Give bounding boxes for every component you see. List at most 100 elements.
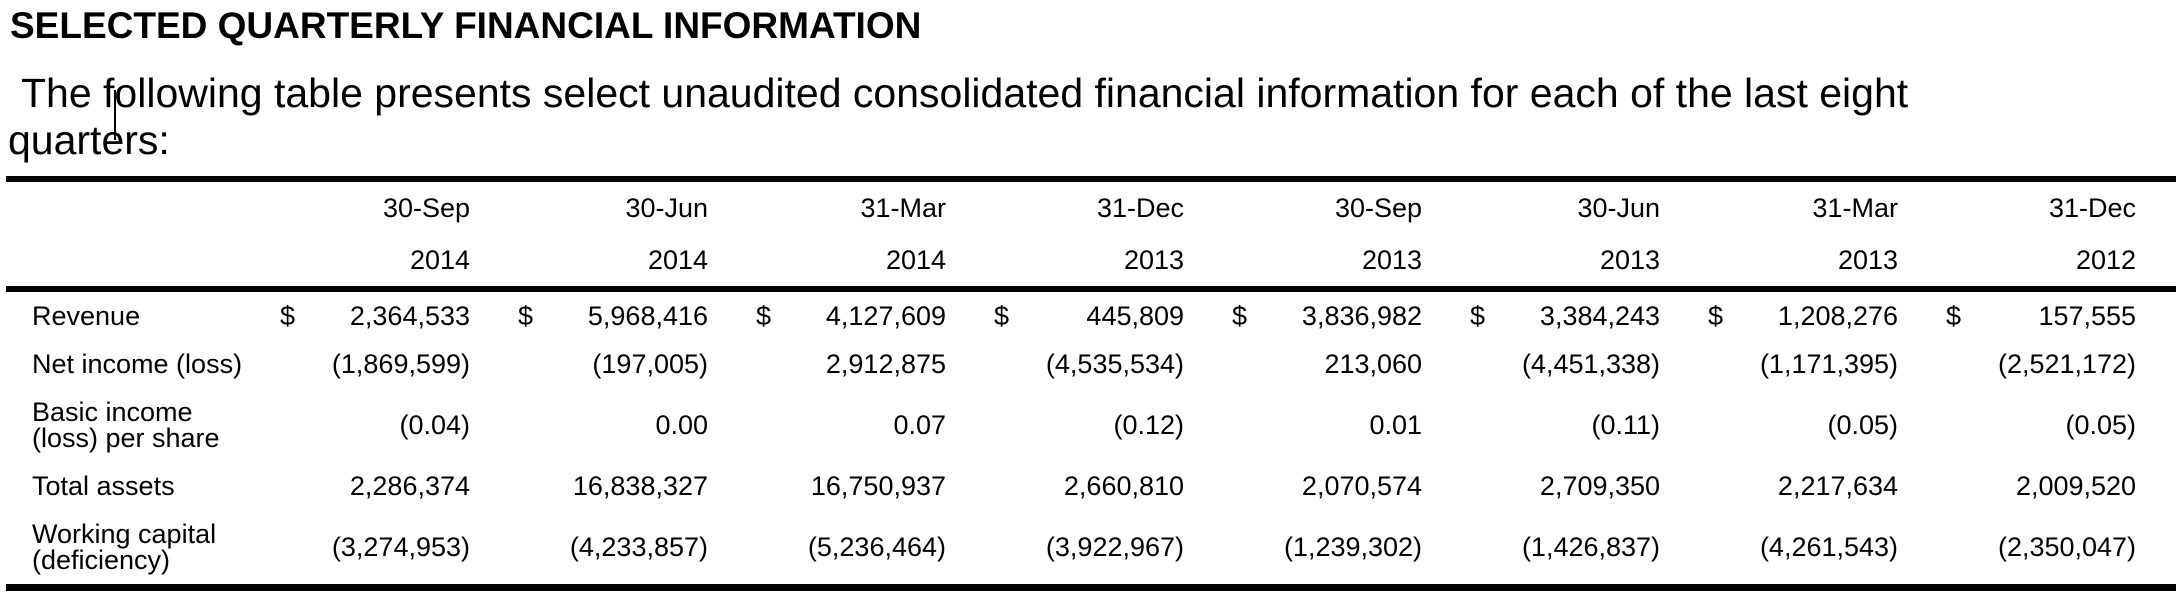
currency-cell [1224, 388, 1266, 462]
column-header-q1: 30-Sep 2014 [272, 179, 511, 292]
currency-cell: $ [1232, 301, 1248, 331]
column-header-q6: 30-Jun 2013 [1462, 179, 1701, 292]
column-header-q5: 30-Sep 2013 [1224, 179, 1463, 292]
value-cell: 1,208,276 [1777, 301, 1899, 331]
currency-cell [510, 462, 552, 510]
value-cell: (197,005) [592, 349, 709, 379]
column-date: 31-Dec [2049, 193, 2137, 223]
currency-cell [510, 510, 552, 588]
value-cell: 16,750,937 [810, 471, 947, 501]
document-page[interactable]: SELECTED QUARTERLY FINANCIAL INFORMATION… [0, 6, 2183, 613]
intro-text: The following table presents select unau… [8, 70, 1909, 163]
value-cell: (4,535,534) [1045, 349, 1185, 379]
value-cell: (3,922,967) [1045, 532, 1185, 562]
value-cell: (1,239,302) [1283, 532, 1423, 562]
column-header-q4: 31-Dec 2013 [986, 179, 1225, 292]
column-date: 30-Sep [382, 193, 471, 223]
header-row: 30-Sep 2014 30-Jun 2014 31-Mar 2014 31-D… [6, 179, 2177, 292]
column-year: 2013 [1599, 245, 1661, 275]
value-cell: (5,236,464) [807, 532, 947, 562]
column-header-q3: 31-Mar 2014 [748, 179, 987, 292]
row-label: Working capital (deficiency) [32, 519, 217, 575]
value-cell: (2,521,172) [1997, 349, 2137, 379]
value-cell: 2,009,520 [2015, 471, 2137, 501]
value-cell: (1,426,837) [1521, 532, 1661, 562]
header-spacer [6, 179, 272, 292]
currency-cell: $ [1946, 301, 1962, 331]
currency-cell [272, 510, 314, 588]
value-cell: 2,217,634 [1777, 471, 1899, 501]
table-row-revenue: Revenue $ 2,364,533 $ 5,968,416 $ 4,127,… [6, 289, 2176, 340]
currency-cell [1938, 388, 1980, 462]
currency-cell [1462, 510, 1504, 588]
value-cell: (4,451,338) [1521, 349, 1661, 379]
column-year: 2012 [2075, 245, 2137, 275]
currency-cell [748, 510, 790, 588]
page-title: SELECTED QUARTERLY FINANCIAL INFORMATION [10, 5, 922, 46]
currency-cell [1700, 340, 1742, 388]
value-cell: (4,261,543) [1759, 532, 1899, 562]
currency-cell [1938, 510, 1980, 588]
currency-cell [1462, 340, 1504, 388]
currency-cell: $ [1470, 301, 1486, 331]
value-cell: 157,555 [2038, 301, 2137, 331]
column-date: 30-Sep [1334, 193, 1423, 223]
value-cell: (0.11) [1591, 410, 1661, 440]
table-row-net-income: Net income (loss) (1,869,599) (197,005) … [6, 340, 2176, 388]
currency-cell [1224, 462, 1266, 510]
column-date: 31-Dec [1096, 193, 1185, 223]
currency-cell [986, 462, 1028, 510]
value-cell: 2,660,810 [1063, 471, 1185, 501]
quarterly-financials-table: 30-Sep 2014 30-Jun 2014 31-Mar 2014 31-D… [6, 176, 2177, 591]
value-cell: 2,912,875 [825, 349, 947, 379]
column-header-q7: 31-Mar 2013 [1700, 179, 1939, 292]
value-cell: (0.04) [399, 410, 471, 440]
column-header-q8: 31-Dec 2012 [1938, 179, 2177, 292]
row-label: Total assets [32, 471, 175, 501]
column-year: 2013 [1361, 245, 1423, 275]
table-body: Revenue $ 2,364,533 $ 5,968,416 $ 4,127,… [6, 289, 2176, 588]
currency-cell [748, 462, 790, 510]
value-cell: 4,127,609 [825, 301, 947, 331]
currency-cell [1224, 340, 1266, 388]
value-cell: 3,836,982 [1301, 301, 1423, 331]
row-label: Net income (loss) [32, 349, 243, 379]
value-cell: (0.05) [2065, 410, 2137, 440]
column-year: 2014 [647, 245, 709, 275]
value-cell: 445,809 [1086, 301, 1185, 331]
currency-cell [1938, 340, 1980, 388]
currency-cell: $ [1708, 301, 1724, 331]
currency-cell [1462, 462, 1504, 510]
column-year: 2014 [409, 245, 471, 275]
currency-cell [1700, 462, 1742, 510]
column-year: 2014 [885, 245, 947, 275]
column-year: 2013 [1123, 245, 1185, 275]
currency-cell [748, 388, 790, 462]
currency-cell [510, 340, 552, 388]
currency-cell: $ [994, 301, 1010, 331]
value-cell: 2,364,533 [349, 301, 471, 331]
currency-cell [272, 462, 314, 510]
row-label: Revenue [32, 301, 141, 331]
table-header: 30-Sep 2014 30-Jun 2014 31-Mar 2014 31-D… [6, 179, 2177, 292]
column-year: 2013 [1837, 245, 1899, 275]
currency-cell [1700, 388, 1742, 462]
value-cell: 213,060 [1324, 349, 1423, 379]
currency-cell [272, 388, 314, 462]
value-cell: 16,838,327 [572, 471, 709, 501]
currency-cell [748, 340, 790, 388]
column-date: 31-Mar [860, 193, 947, 223]
value-cell: 0.07 [893, 410, 947, 440]
currency-cell: $ [518, 301, 534, 331]
value-cell: 2,070,574 [1301, 471, 1423, 501]
column-header-q2: 30-Jun 2014 [510, 179, 749, 292]
value-cell: 2,286,374 [349, 471, 471, 501]
table-row-working-capital: Working capital (deficiency) (3,274,953) … [6, 510, 2176, 588]
currency-cell [1224, 510, 1266, 588]
currency-cell [1938, 462, 1980, 510]
value-cell: 0.01 [1369, 410, 1423, 440]
value-cell: (1,171,395) [1759, 349, 1899, 379]
currency-cell [986, 510, 1028, 588]
table-row-basic-income-per-share: Basic income (loss) per share (0.04) 0.00… [6, 388, 2176, 462]
value-cell: (3,274,953) [331, 532, 471, 562]
